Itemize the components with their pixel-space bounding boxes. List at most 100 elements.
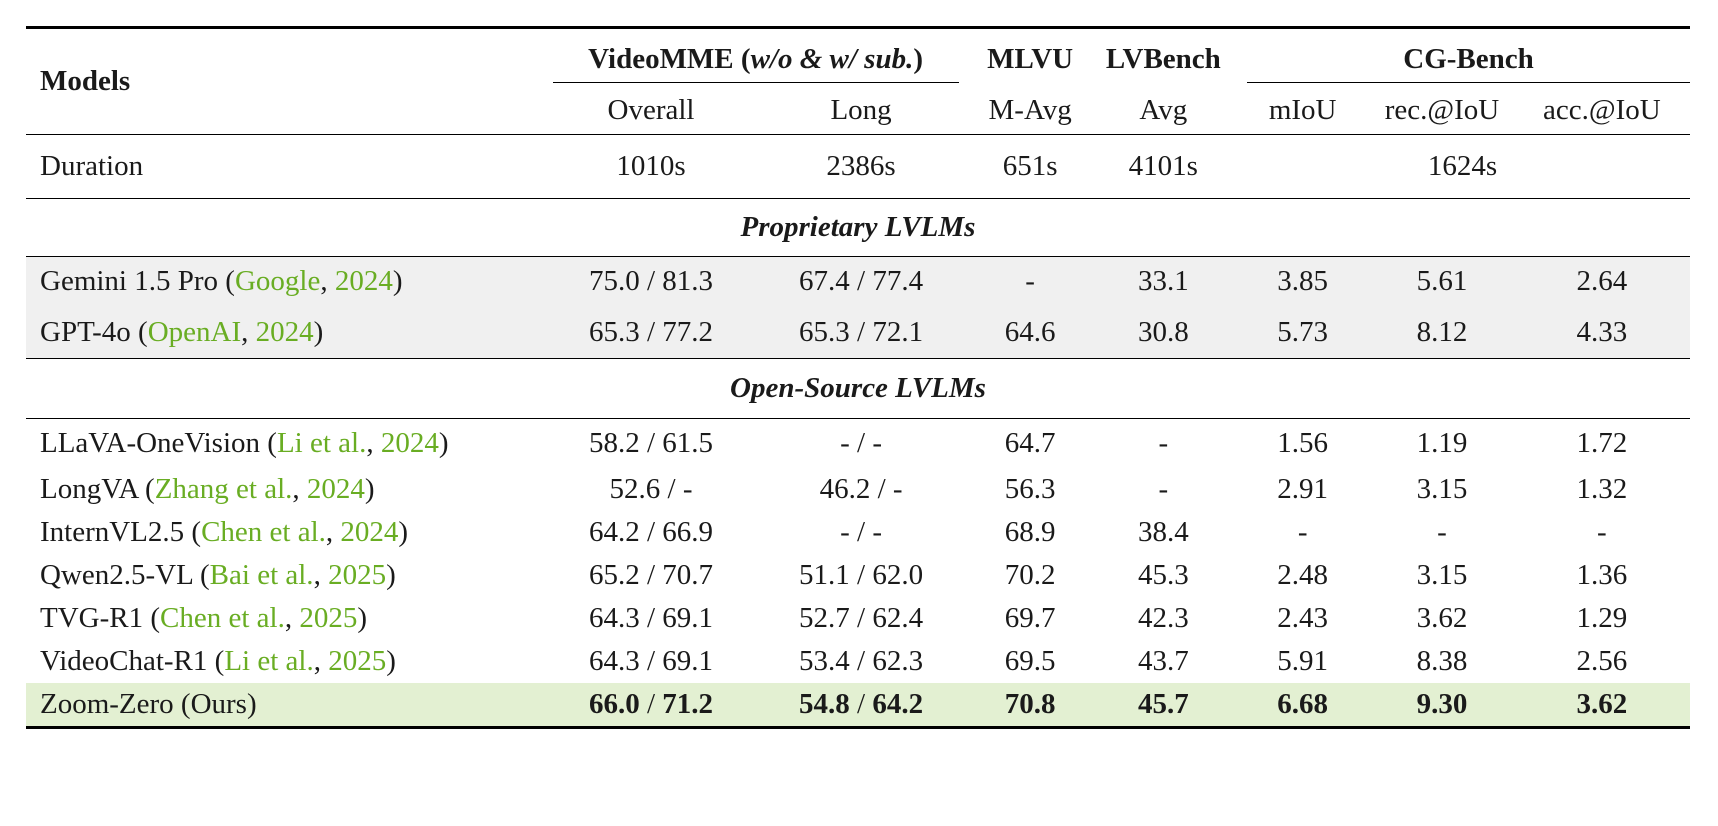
duration-videomme-long: 2386s [753, 134, 969, 199]
lvbench-header: LVBench [1091, 26, 1236, 88]
duration-mlvu: 651s [968, 134, 1092, 199]
citation-author: OpenAI [147, 315, 242, 348]
model-name-cell: VideoChat-R1 (Li et al., 2025) [26, 640, 549, 683]
citation-comma: , [313, 644, 329, 677]
results-table-container: Models VideoMME (w/o & w/ sub.) MLVU LVB… [26, 26, 1690, 729]
subcol-miou: mIoU [1268, 94, 1337, 127]
citation-comma: , [325, 515, 341, 548]
table-row: Qwen2.5-VL (Bai et al., 2025) 65.2 / 70.7… [26, 554, 1690, 597]
cell-cgbench-miou: 5.91 [1277, 644, 1329, 677]
duration-videomme-overall: 1010s [548, 134, 754, 199]
cell-videomme-overall: 65.3 / 77.2 [548, 306, 754, 359]
paren-close: ) [392, 265, 403, 298]
mlvu-label: MLVU [987, 43, 1074, 76]
ours-overall-wo: 66.0 [588, 687, 640, 720]
cell-cgbench-miou: 5.73 [1235, 306, 1371, 359]
ours-long-wo: 54.8 [799, 687, 850, 720]
table-row: InternVL2.5 (Chen et al., 2024) 64.2 / 66… [26, 511, 1690, 554]
model-name-cell: Gemini 1.5 Pro (Google, 2024) [26, 256, 549, 307]
cell-mlvu-m-avg: 70.2 [1004, 558, 1056, 591]
cell-lvbench-avg: - [1158, 472, 1169, 505]
cell-videomme-overall: 75.0 / 81.3 [548, 256, 754, 307]
ours-videomme-overall: 66.0 / 71.2 [548, 682, 754, 729]
cell-mlvu-m-avg: 64.7 [968, 418, 1092, 468]
header-row-groups: Models VideoMME (w/o & w/ sub.) MLVU LVB… [26, 26, 1690, 135]
cell-videomme-long: 53.4 / 62.3 [799, 644, 924, 677]
cell-mlvu-m-avg: 64.6 [968, 306, 1092, 359]
citation-comma: , [313, 558, 329, 591]
table-row: LLaVA-OneVision (Li et al., 2024) 58.2 / … [26, 418, 1690, 468]
citation-author: Bai et al. [209, 558, 314, 591]
paren-open: ( [192, 558, 210, 591]
cell-videomme-overall: 64.3 / 69.1 [588, 601, 714, 634]
header-row-subcols: Overall Long M-Avg Avg mIoU rec.@IoU acc… [26, 88, 1690, 135]
citation-comma: , [241, 315, 256, 348]
ours-overall-w: 71.2 [662, 687, 714, 720]
ours-mlvu: 70.8 [968, 682, 1092, 729]
models-header: Models [26, 26, 549, 135]
table-row: GPT-4o (OpenAI, 2024) 65.3 / 77.2 65.3 / 7… [26, 306, 1690, 359]
cell-mlvu-m-avg: 56.3 [1004, 472, 1056, 505]
ours-row: Zoom-Zero (Ours) 66.0 / 71.2 54.8 / 64.2… [26, 682, 1690, 729]
cell-cgbench-acc-iou: 2.56 [1576, 644, 1628, 677]
paren-open: ( [207, 644, 225, 677]
results-table: Models VideoMME (w/o & w/ sub.) MLVU LVB… [26, 26, 1690, 729]
model-name: Gemini 1.5 Pro [40, 265, 219, 298]
citation-year: 2024 [306, 472, 365, 505]
videomme-name: VideoMME [588, 43, 734, 76]
cell-lvbench-avg: 42.3 [1137, 601, 1189, 634]
duration-lvbench: 4101s [1091, 134, 1236, 199]
paren-open: ( [137, 472, 155, 505]
cell-lvbench-avg: 45.3 [1137, 558, 1189, 591]
citation-year: 2024 [380, 426, 439, 459]
cell-videomme-long: 51.1 / 62.0 [799, 558, 924, 591]
cell-mlvu-m-avg: - [968, 256, 1092, 307]
citation-comma: , [366, 426, 381, 459]
paren-open: ( [218, 265, 235, 298]
cell-cgbench-rec-iou: 8.12 [1370, 306, 1514, 359]
citation-author: Li et al. [276, 426, 367, 459]
videomme-paren-open: ( [733, 43, 751, 76]
section-proprietary-row: Proprietary LVLMs [26, 198, 1690, 257]
cell-cgbench-miou: 3.85 [1235, 256, 1371, 307]
citation-author: Google [234, 265, 321, 298]
cell-cgbench-rec-iou: 3.62 [1416, 601, 1468, 634]
cell-videomme-long: - / - [840, 515, 882, 548]
videomme-sub: w/o & w/ sub. [750, 43, 914, 76]
cell-videomme-overall: 52.6 / - [609, 472, 693, 505]
cell-mlvu-m-avg: 68.9 [1004, 515, 1056, 548]
duration-row: Duration 1010s 2386s 651s 4101s 1624s [26, 134, 1690, 199]
citation-comma: , [292, 472, 307, 505]
subcol-rec-iou: rec.@IoU [1384, 94, 1500, 127]
model-name-cell: Qwen2.5-VL (Bai et al., 2025) [26, 554, 549, 597]
cell-cgbench-miou: 2.43 [1277, 601, 1329, 634]
cell-lvbench-avg: 43.7 [1137, 644, 1189, 677]
model-name: LLaVA-OneVision [40, 426, 261, 459]
citation-year: 2025 [299, 601, 358, 634]
citation-author: Li et al. [224, 644, 314, 677]
subcol-acc-iou: acc.@IoU [1543, 94, 1661, 127]
subcol-long: Long [830, 94, 892, 127]
section-proprietary: Proprietary LVLMs [26, 198, 1690, 257]
ours-lvbench: 45.7 [1091, 682, 1236, 729]
cell-videomme-overall: 58.2 / 61.5 [548, 418, 754, 468]
cell-cgbench-miou: 2.91 [1277, 472, 1329, 505]
subcol-m-avg: M-Avg [988, 94, 1072, 127]
cell-videomme-overall: 64.3 / 69.1 [588, 644, 714, 677]
cell-videomme-long: 52.7 / 62.4 [799, 601, 924, 634]
duration-label: Duration [26, 134, 549, 199]
ours-model-name: Zoom-Zero (Ours) [26, 682, 549, 729]
cell-lvbench-avg: 33.1 [1091, 256, 1236, 307]
cgbench-label: CG-Bench [1247, 43, 1690, 84]
paren-open: ( [130, 315, 148, 348]
cell-cgbench-acc-iou: 1.32 [1576, 472, 1628, 505]
cell-cgbench-acc-iou: 4.33 [1513, 306, 1690, 359]
paren-open: ( [143, 601, 161, 634]
model-name: LongVA [40, 472, 138, 505]
paren-close: ) [438, 426, 449, 459]
citation-comma: , [284, 601, 300, 634]
ours-miou: 6.68 [1235, 682, 1371, 729]
model-name: GPT-4o [40, 315, 131, 348]
cell-videomme-long: 46.2 / - [819, 472, 903, 505]
cell-cgbench-miou: 2.48 [1277, 558, 1329, 591]
